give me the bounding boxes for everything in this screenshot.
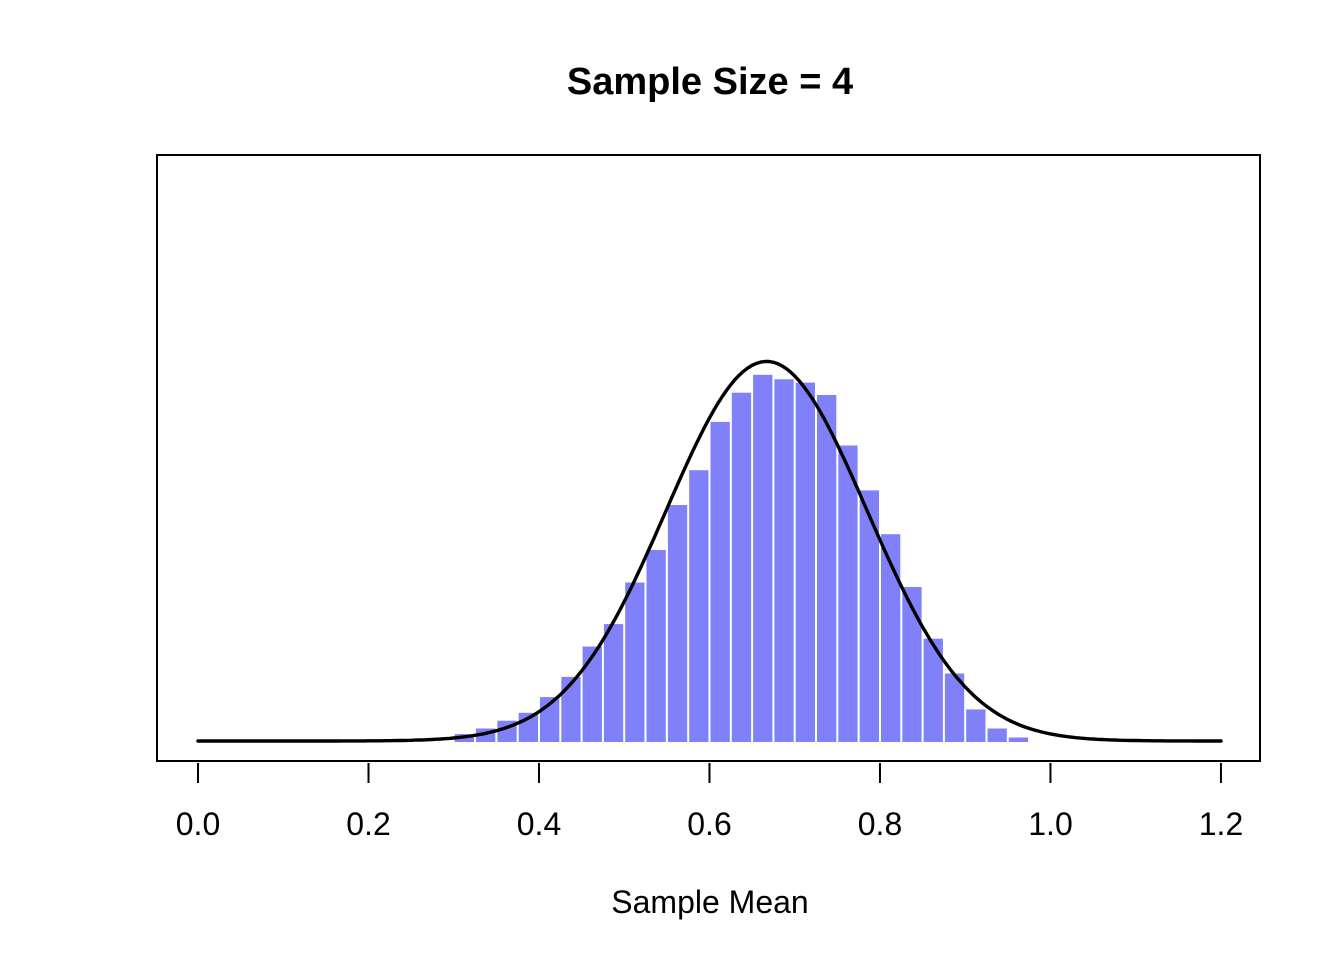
- x-axis-tick-label: 0.8: [857, 806, 903, 842]
- chart-title: Sample Size = 4: [566, 61, 854, 103]
- x-axis-tick-label: 0.6: [687, 806, 732, 842]
- x-axis-label: Sample Mean: [611, 884, 809, 920]
- x-axis-tick-label: 0.0: [175, 806, 221, 842]
- x-axis-tick-label: 0.4: [516, 806, 562, 842]
- plot-frame: [156, 154, 1261, 762]
- x-axis-ticks: [197, 763, 1222, 783]
- x-axis-tick-label: 1.2: [1198, 806, 1244, 842]
- x-axis-tick-label: 0.2: [346, 806, 391, 842]
- x-axis-tick-label: 1.0: [1028, 806, 1073, 842]
